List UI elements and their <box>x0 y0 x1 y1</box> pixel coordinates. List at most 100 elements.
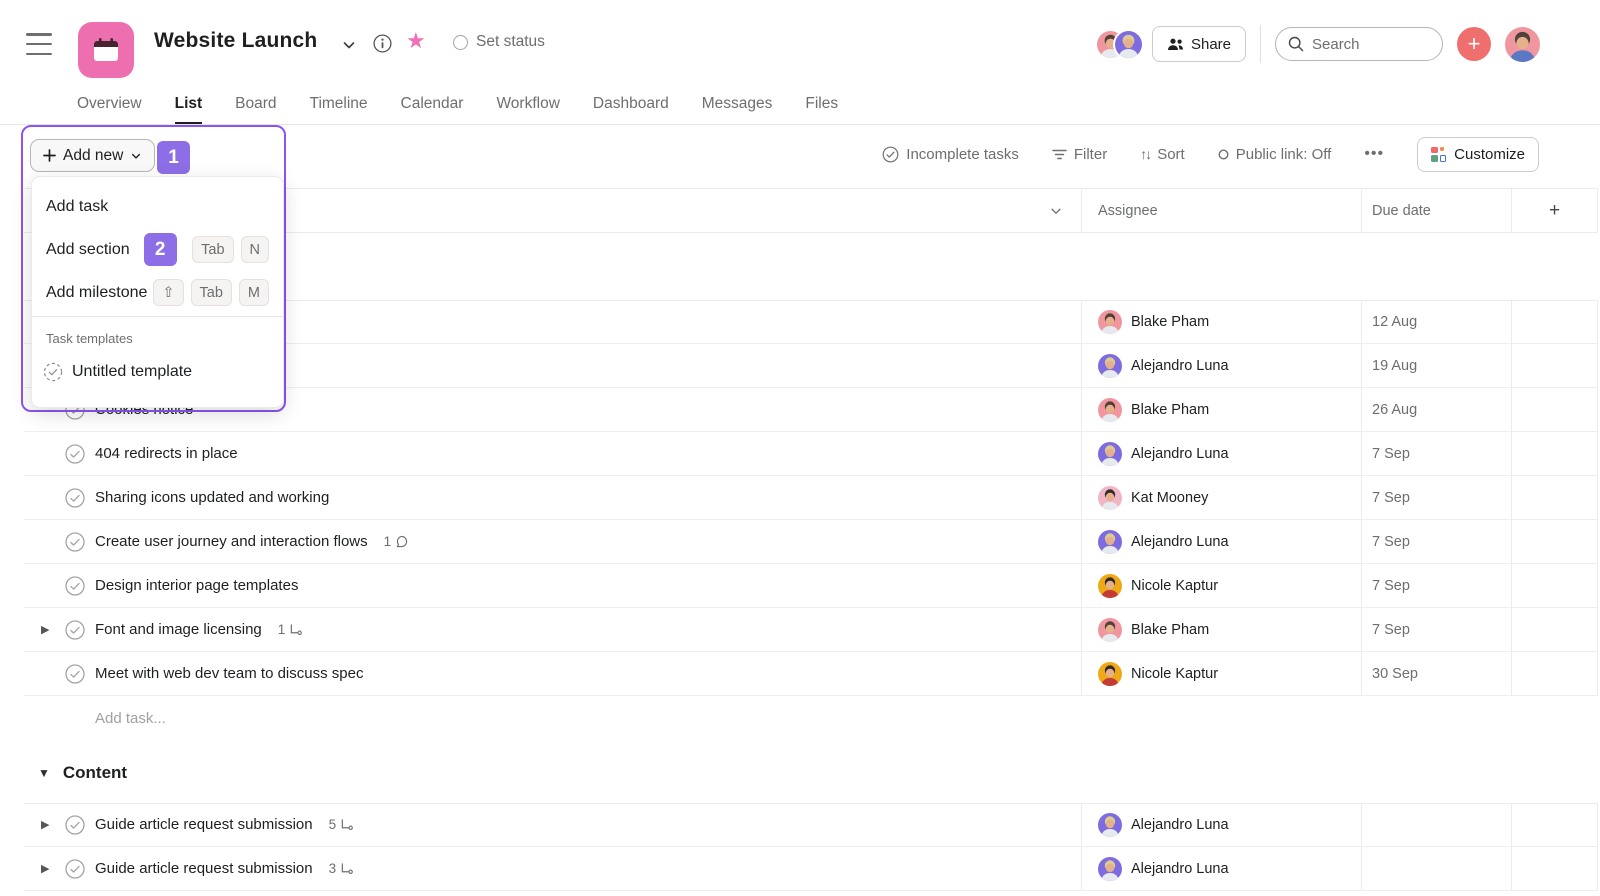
assignee-cell[interactable]: Blake Pham <box>1082 388 1362 432</box>
check-circle-icon[interactable] <box>65 575 85 596</box>
check-circle-icon[interactable] <box>65 814 85 835</box>
tab-files[interactable]: Files <box>805 95 839 112</box>
check-circle-icon[interactable] <box>65 531 85 552</box>
assignee-avatar <box>1098 573 1122 598</box>
user-avatar[interactable] <box>1505 26 1540 62</box>
table-row[interactable]: ▶ Font and image licensing 1 Blake Pham … <box>24 608 1598 652</box>
task-name[interactable]: Meet with web dev team to discuss spec <box>95 665 364 682</box>
section-header-content[interactable]: ▼ Content <box>24 755 127 791</box>
task-name[interactable]: Font and image licensing <box>95 621 262 638</box>
check-circle-icon[interactable] <box>65 619 85 640</box>
tab-board[interactable]: Board <box>235 95 277 112</box>
due-date-cell[interactable]: 7 Sep <box>1362 520 1512 564</box>
add-new-dropdown-menu: Add task Add section 2 Tab N Add milesto… <box>31 176 284 408</box>
table-divider <box>24 803 1598 804</box>
task-templates-header: Task templates <box>46 331 133 346</box>
assignee-cell[interactable]: Nicole Kaptur <box>1082 652 1362 696</box>
expand-subtasks-icon[interactable]: ▶ <box>41 624 50 636</box>
set-status-button[interactable]: Set status <box>453 33 545 51</box>
menu-item-untitled-template[interactable]: Untitled template <box>32 352 283 392</box>
public-link-button[interactable]: Public link: Off <box>1218 146 1331 163</box>
table-row[interactable]: ▶ 404 redirects in place Alejandro Luna … <box>24 432 1598 476</box>
menu-item-add-task[interactable]: Add task <box>32 185 283 228</box>
check-circle-icon[interactable] <box>65 663 85 684</box>
table-row[interactable]: ▶ Meet with web dev team to discuss spec… <box>24 652 1598 696</box>
search-input[interactable] <box>1312 35 1412 53</box>
create-button[interactable]: + <box>1457 27 1491 61</box>
section-collapse-triangle-icon[interactable]: ▼ <box>38 766 50 780</box>
more-options-button[interactable]: ••• <box>1364 145 1384 163</box>
assignee-cell[interactable]: Alejandro Luna <box>1082 847 1362 891</box>
sidebar-toggle-button[interactable] <box>26 33 52 55</box>
tab-dashboard[interactable]: Dashboard <box>592 95 669 112</box>
due-date: 7 Sep <box>1372 533 1410 550</box>
assignee-cell[interactable]: Alejandro Luna <box>1082 520 1362 564</box>
tab-list[interactable]: List <box>174 88 203 124</box>
task-name[interactable]: Create user journey and interaction flow… <box>95 533 368 550</box>
due-date-cell[interactable]: 19 Aug <box>1362 344 1512 388</box>
table-row[interactable]: ▶ Sharing icons updated and working Kat … <box>24 476 1598 520</box>
list-toolbar: Incomplete tasks Filter ↑↓ Sort Public l… <box>882 130 1539 178</box>
project-calendar-icon[interactable] <box>78 22 134 78</box>
assignee-cell[interactable]: Kat Mooney <box>1082 476 1362 520</box>
share-button[interactable]: Share <box>1151 26 1246 62</box>
filter-button[interactable]: Filter <box>1052 146 1107 163</box>
tab-calendar[interactable]: Calendar <box>400 95 464 112</box>
incomplete-tasks-filter-button[interactable]: Incomplete tasks <box>882 146 1019 163</box>
due-date-cell[interactable] <box>1362 803 1512 847</box>
table-row[interactable]: ▶ Guide article request submission 5 Ale… <box>24 803 1598 847</box>
collapse-sections-chevron-icon[interactable] <box>1049 204 1063 218</box>
menu-item-add-milestone[interactable]: Add milestone ⇧ Tab M <box>32 271 283 314</box>
project-menu-chevron-down-icon[interactable] <box>341 37 357 58</box>
customize-button[interactable]: Customize <box>1417 136 1539 172</box>
add-task-row[interactable]: Add task... <box>24 696 166 740</box>
table-row[interactable]: ▶ Create user journey and interaction fl… <box>24 520 1598 564</box>
sort-button[interactable]: ↑↓ Sort <box>1140 146 1185 163</box>
assignee-cell[interactable]: Alejandro Luna <box>1082 344 1362 388</box>
assignee-cell[interactable]: Blake Pham <box>1082 608 1362 652</box>
due-date-cell[interactable]: 7 Sep <box>1362 564 1512 608</box>
favorite-star-icon[interactable]: ★ <box>406 28 426 53</box>
task-name[interactable]: Guide article request submission <box>95 860 313 877</box>
add-task-placeholder[interactable]: Add task... <box>95 709 166 727</box>
assignee-column-header[interactable]: Assignee <box>1082 188 1362 233</box>
due-date-cell[interactable]: 30 Sep <box>1362 652 1512 696</box>
subtask-count: 5 <box>329 817 354 832</box>
add-section-label: Add section <box>46 240 130 258</box>
due-date-cell[interactable] <box>1362 847 1512 891</box>
due-date-cell[interactable]: 26 Aug <box>1362 388 1512 432</box>
task-name[interactable]: Guide article request submission <box>95 816 313 833</box>
tab-messages[interactable]: Messages <box>701 95 773 112</box>
tab-timeline[interactable]: Timeline <box>309 95 368 112</box>
table-row[interactable]: ▶ Guide article request submission 3 Ale… <box>24 847 1598 891</box>
add-new-button[interactable]: Add new <box>30 139 156 172</box>
assignee-cell[interactable]: Alejandro Luna <box>1082 432 1362 476</box>
table-row[interactable]: ▶ Blake Pham 12 Aug <box>24 300 1598 344</box>
due-date-cell[interactable]: 7 Sep <box>1362 476 1512 520</box>
search-bar[interactable] <box>1275 27 1443 61</box>
task-name-header-cell[interactable] <box>24 188 1082 233</box>
assignee-cell[interactable]: Alejandro Luna <box>1082 803 1362 847</box>
tab-workflow[interactable]: Workflow <box>496 95 560 112</box>
add-column-header[interactable]: + <box>1512 188 1598 233</box>
due-date-cell[interactable]: 7 Sep <box>1362 432 1512 476</box>
check-circle-icon[interactable] <box>65 487 85 508</box>
tab-overview[interactable]: Overview <box>77 95 142 112</box>
due-date-cell[interactable]: 7 Sep <box>1362 608 1512 652</box>
expand-subtasks-icon[interactable]: ▶ <box>41 819 50 831</box>
check-circle-icon[interactable] <box>65 858 85 879</box>
table-row[interactable]: ▶ Design interior page templates Nicole … <box>24 564 1598 608</box>
check-circle-icon[interactable] <box>65 443 85 464</box>
due-date-column-header[interactable]: Due date <box>1362 188 1512 233</box>
assignee-cell[interactable]: Blake Pham <box>1082 300 1362 344</box>
task-name[interactable]: Sharing icons updated and working <box>95 489 330 506</box>
assignee-cell[interactable]: Nicole Kaptur <box>1082 564 1362 608</box>
project-members-avatars[interactable] <box>1096 30 1142 58</box>
project-info-icon[interactable] <box>373 34 392 58</box>
task-name[interactable]: 404 redirects in place <box>95 445 238 462</box>
menu-item-add-section[interactable]: Add section 2 Tab N <box>32 228 283 271</box>
expand-subtasks-icon[interactable]: ▶ <box>41 863 50 875</box>
due-date-cell[interactable]: 12 Aug <box>1362 300 1512 344</box>
task-name[interactable]: Design interior page templates <box>95 577 299 594</box>
assignee-avatar <box>1098 441 1122 466</box>
